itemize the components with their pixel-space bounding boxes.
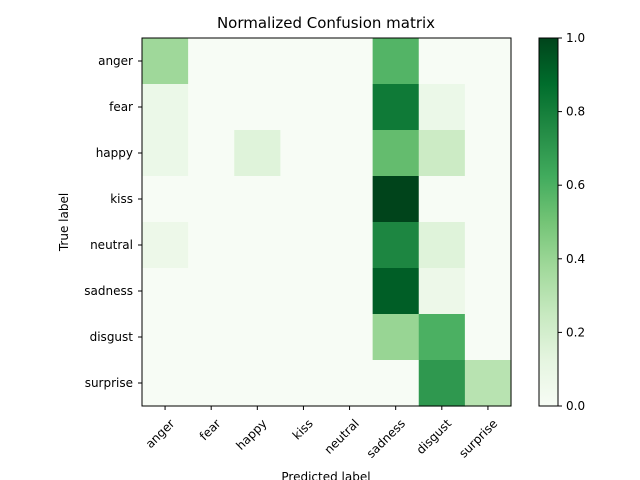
heatmap-cell (372, 222, 420, 269)
heatmap-cell (326, 84, 374, 131)
heatmap-cell (142, 314, 189, 361)
heatmap-cell (418, 360, 466, 407)
x-tick-label: disgust (414, 416, 455, 457)
y-tick-label: kiss (110, 192, 133, 206)
heatmap-cell (418, 268, 466, 315)
heatmap-cell (464, 130, 512, 177)
heatmap-cell (234, 360, 281, 407)
heatmap-cell (464, 222, 512, 269)
y-tick-label: sadness (84, 284, 133, 298)
heatmap-cell (372, 268, 420, 315)
heatmap-cells (142, 38, 512, 407)
y-tick-label: fear (109, 100, 133, 114)
heatmap-cell (372, 360, 420, 407)
heatmap-cell (234, 268, 281, 315)
heatmap-cell (188, 38, 235, 85)
colorbar-tick-label: 0.2 (566, 325, 585, 339)
heatmap-cell (326, 268, 374, 315)
heatmap-cell (142, 38, 189, 85)
heatmap-cell (234, 314, 281, 361)
heatmap-cell (326, 314, 374, 361)
heatmap-cell (188, 84, 235, 131)
heatmap-cell (234, 130, 281, 177)
colorbar-tick-label: 0.6 (566, 178, 585, 192)
heatmap-cell (234, 38, 281, 85)
heatmap-cell (372, 176, 420, 223)
heatmap-cell (234, 176, 281, 223)
heatmap-cell (326, 38, 374, 85)
x-tick-label: neutral (322, 416, 362, 456)
heatmap-cell (142, 222, 189, 269)
y-tick-label: neutral (90, 238, 133, 252)
y-axis-label: True label (57, 193, 71, 252)
heatmap-cell (280, 84, 328, 131)
heatmap-cell (142, 268, 189, 315)
heatmap-cell (418, 38, 466, 85)
x-tick-label: fear (197, 416, 224, 443)
heatmap-cell (464, 84, 512, 131)
heatmap-cell (280, 130, 328, 177)
colorbar-ticks: 0.0 0.2 0.4 0.6 0.8 1.0 (558, 31, 585, 413)
heatmap-cell (280, 314, 328, 361)
heatmap-cell (142, 84, 189, 131)
heatmap-cell (418, 314, 466, 361)
heatmap-cell (326, 176, 374, 223)
heatmap-cell (280, 38, 328, 85)
x-tick-label: kiss (290, 416, 316, 442)
heatmap-cell (188, 176, 235, 223)
y-tick-label: surprise (85, 376, 133, 390)
colorbar-tick-label: 1.0 (566, 31, 585, 45)
x-tick-label: anger (143, 416, 178, 451)
heatmap-cell (234, 84, 281, 131)
y-tick-label: anger (98, 54, 133, 68)
heatmap-cell (326, 360, 374, 407)
x-tick-label: happy (233, 416, 269, 452)
heatmap-cell (326, 222, 374, 269)
heatmap-cell (418, 176, 466, 223)
x-axis-ticks: anger fear happy kiss neutral sadness disgust s… (143, 406, 500, 461)
heatmap-cell (372, 130, 420, 177)
colorbar (538, 37, 559, 407)
heatmap-cell (280, 176, 328, 223)
heatmap-cell (188, 314, 235, 361)
colorbar-tick-label: 0.8 (566, 105, 585, 119)
heatmap-cell (418, 222, 466, 269)
heatmap-cell (188, 222, 235, 269)
heatmap-cell (234, 222, 281, 269)
heatmap-cell (464, 314, 512, 361)
colorbar-tick-label: 0.0 (566, 399, 585, 413)
x-axis-label: Predicted label (281, 470, 370, 480)
heatmap-cell (142, 360, 189, 407)
chart-title: Normalized Confusion matrix (217, 14, 435, 32)
heatmap-cell (326, 130, 374, 177)
heatmap-cell (142, 176, 189, 223)
heatmap-cell (372, 84, 420, 131)
heatmap-cell (280, 222, 328, 269)
heatmap-cell (464, 360, 512, 407)
y-tick-label: disgust (90, 330, 134, 344)
heatmap-cell (188, 130, 235, 177)
heatmap-cell (372, 38, 420, 85)
x-tick-label: surprise (456, 416, 500, 460)
heatmap-cell (418, 130, 466, 177)
heatmap-cell (464, 268, 512, 315)
heatmap-cell (142, 130, 189, 177)
y-axis-ticks: anger fear happy kiss neutral sadness disgust s… (84, 54, 142, 390)
y-tick-label: happy (96, 146, 133, 160)
heatmap-cell (464, 176, 512, 223)
plot-frame (141, 37, 512, 407)
heatmap-cell (464, 38, 512, 85)
heatmap-cell (372, 314, 420, 361)
heatmap-cell (280, 360, 328, 407)
heatmap-cell (188, 360, 235, 407)
heatmap-cell (188, 268, 235, 315)
heatmap-cell (280, 268, 328, 315)
heatmap-cell (418, 84, 466, 131)
x-tick-label: sadness (364, 416, 408, 460)
colorbar-tick-label: 0.4 (566, 252, 585, 266)
